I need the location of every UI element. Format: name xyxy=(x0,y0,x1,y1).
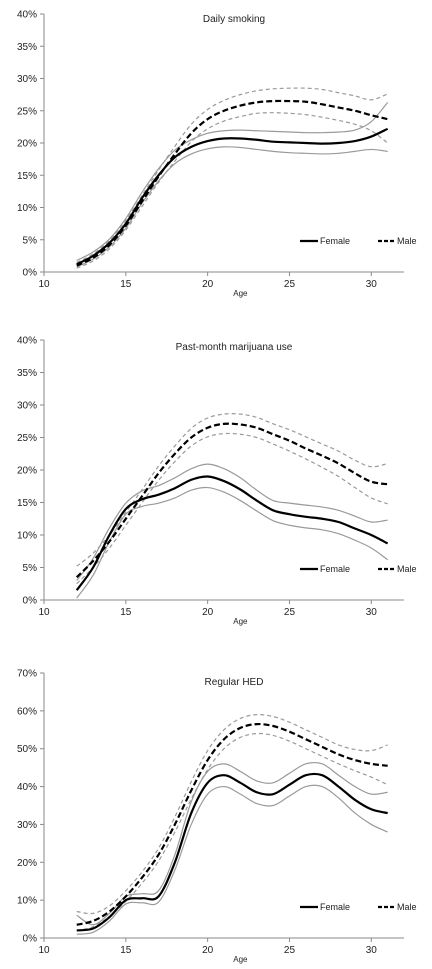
y-tick-label: 30% xyxy=(17,401,37,412)
x-tick-label: 25 xyxy=(284,945,296,956)
y-tick-label: 30% xyxy=(17,74,37,85)
y-tick-label: 40% xyxy=(17,336,37,347)
legend: Female Male xyxy=(300,236,417,246)
series-line-male xyxy=(76,722,388,926)
x-axis-label: Age xyxy=(233,617,248,626)
y-tick-label: 40% xyxy=(17,10,37,21)
y-tick-label: 10% xyxy=(17,531,37,542)
legend-label-female: Female xyxy=(320,564,350,574)
y-tick-label: 0% xyxy=(23,596,38,607)
y-tick-label: 50% xyxy=(17,744,37,755)
y-tick-label: 20% xyxy=(17,858,37,869)
x-axis-label: Age xyxy=(233,955,248,964)
x-tick-label: 15 xyxy=(120,607,132,618)
band-male-lower xyxy=(76,112,389,269)
legend: Female Male xyxy=(300,564,417,574)
series-line-male xyxy=(76,99,388,267)
y-tick-label: 15% xyxy=(17,498,37,509)
band-male-upper xyxy=(76,87,388,263)
chart-title: Past-month marijuana use xyxy=(176,342,293,353)
y-tick-label: 0% xyxy=(23,268,38,279)
x-tick-label: 30 xyxy=(366,279,378,290)
y-tick-label: 15% xyxy=(17,171,37,182)
series-line-female xyxy=(76,772,388,932)
x-axis-label: Age xyxy=(233,289,248,298)
band-female-upper xyxy=(76,761,388,926)
x-tick-label: 20 xyxy=(202,279,214,290)
chart-panel-1: 0% 5% 10% 15% 20% 25% 30% 35% 40% 10 15 20 25 30 Age Da… xyxy=(17,10,417,299)
y-tick-label: 5% xyxy=(23,563,38,574)
band-male-upper xyxy=(76,713,388,915)
x-tick-label: 10 xyxy=(38,607,50,618)
band-male-lower xyxy=(76,732,388,932)
chart-title: Daily smoking xyxy=(203,14,265,25)
band-female-upper xyxy=(76,463,388,581)
legend-label-male: Male xyxy=(397,564,417,574)
x-tick-label: 15 xyxy=(120,945,132,956)
y-tick-label: 40% xyxy=(17,782,37,793)
x-tick-label: 30 xyxy=(366,945,378,956)
band-female-upper xyxy=(76,101,389,261)
band-male-upper xyxy=(76,413,388,567)
band-male-lower xyxy=(76,432,388,585)
x-tick-label: 10 xyxy=(38,945,50,956)
series-line-female xyxy=(75,475,389,591)
chart-panel-2: 0% 5% 10% 15% 20% 25% 30% 35% 40% 10 15 20 25 30 Age Pa… xyxy=(17,336,417,627)
band-female-lower xyxy=(76,486,388,599)
y-tick-label: 20% xyxy=(17,466,37,477)
chart-panel-3: 0% 10% 20% 30% 40% 50% 60% 70% 10 15 20 25 30 Age Regu… xyxy=(17,669,417,965)
y-tick-label: 60% xyxy=(17,706,37,717)
x-tick-label: 20 xyxy=(202,945,214,956)
y-tick-label: 35% xyxy=(17,42,37,53)
y-tick-label: 5% xyxy=(23,235,38,246)
chart-title: Regular HED xyxy=(205,677,264,688)
legend-label-female: Female xyxy=(320,902,350,912)
legend-label-male: Male xyxy=(397,902,417,912)
y-tick-label: 10% xyxy=(17,896,37,907)
band-female-lower xyxy=(76,146,388,268)
x-tick-label: 25 xyxy=(284,607,296,618)
x-tick-label: 25 xyxy=(284,279,296,290)
y-tick-label: 0% xyxy=(23,934,38,945)
series-line-male xyxy=(75,422,388,579)
x-tick-label: 30 xyxy=(366,607,378,618)
legend-label-male: Male xyxy=(397,236,417,246)
legend: Female Male xyxy=(300,902,417,912)
y-tick-label: 30% xyxy=(17,820,37,831)
y-tick-label: 35% xyxy=(17,368,37,379)
legend-label-female: Female xyxy=(320,236,350,246)
y-tick-label: 20% xyxy=(17,139,37,150)
y-tick-label: 70% xyxy=(17,669,37,680)
band-female-lower xyxy=(76,784,388,935)
x-tick-label: 10 xyxy=(38,279,50,290)
y-tick-label: 25% xyxy=(17,433,37,444)
y-tick-label: 25% xyxy=(17,106,37,117)
series-line-female xyxy=(76,127,389,266)
x-tick-label: 20 xyxy=(202,607,214,618)
y-tick-label: 10% xyxy=(17,203,37,214)
x-tick-label: 15 xyxy=(120,279,132,290)
